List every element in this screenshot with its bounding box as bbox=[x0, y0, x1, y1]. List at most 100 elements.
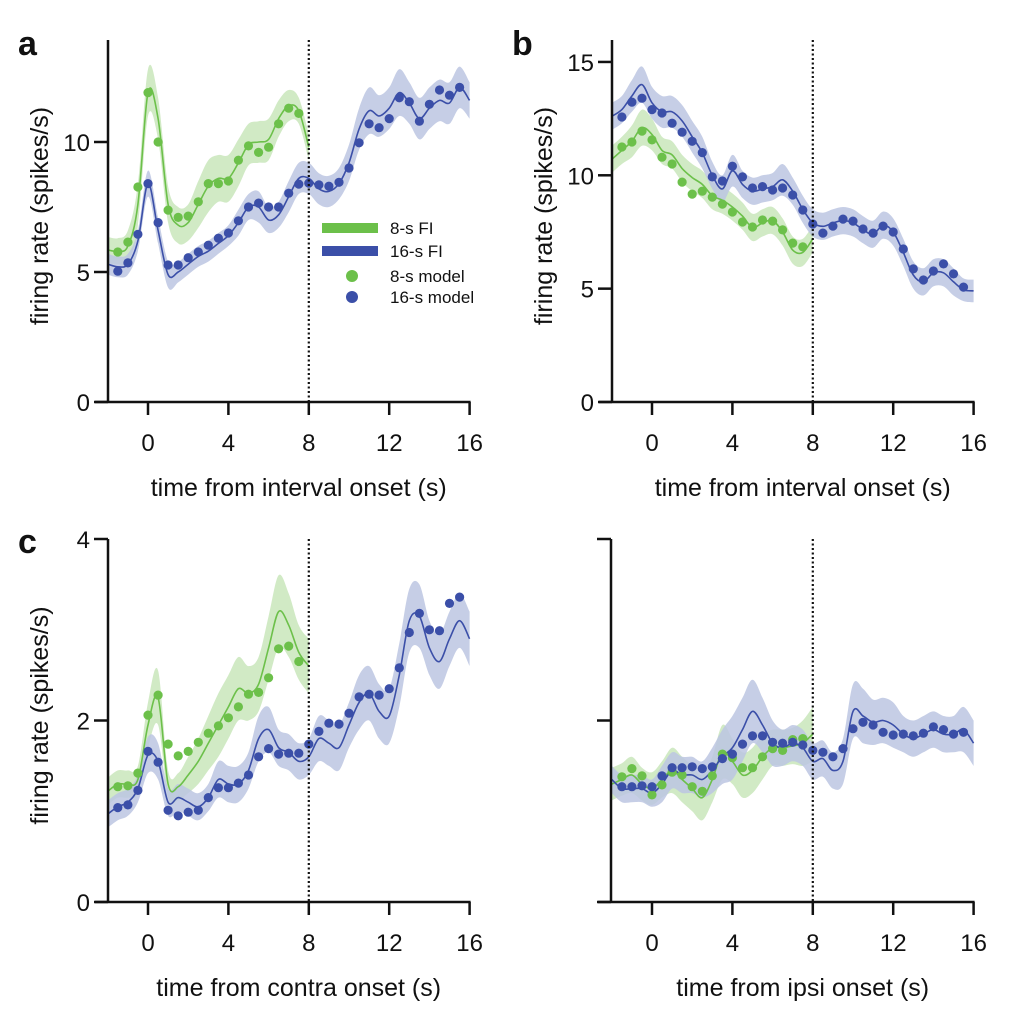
model-point bbox=[284, 188, 294, 198]
model-point bbox=[697, 186, 707, 196]
model-point bbox=[284, 103, 294, 113]
model-point bbox=[354, 692, 364, 702]
model-point bbox=[455, 82, 465, 92]
model-point bbox=[123, 237, 133, 247]
model-point bbox=[707, 192, 717, 202]
model-point bbox=[163, 205, 173, 215]
legend-dot bbox=[346, 270, 358, 282]
model-point bbox=[617, 772, 627, 782]
y-tick-label: 10 bbox=[63, 130, 90, 157]
model-point bbox=[203, 179, 213, 189]
model-point bbox=[274, 749, 284, 759]
model-point bbox=[617, 142, 627, 152]
model-point bbox=[808, 219, 818, 229]
model-point bbox=[657, 108, 667, 118]
model-point bbox=[727, 161, 738, 171]
model-point bbox=[737, 763, 748, 773]
y-tick-label: 0 bbox=[77, 890, 90, 917]
model-point bbox=[193, 197, 203, 207]
model-point bbox=[768, 737, 778, 747]
model-point bbox=[304, 739, 314, 749]
x-tick-label: 16 bbox=[960, 430, 987, 457]
model-point bbox=[707, 762, 717, 772]
y-tick-label: 0 bbox=[77, 390, 90, 417]
model-point bbox=[133, 229, 143, 239]
panel-d: 0 4 8 12 16 time from ipsi onset (s) bbox=[597, 537, 987, 1002]
model-point bbox=[364, 689, 374, 699]
model-point bbox=[677, 763, 687, 773]
model-point bbox=[173, 751, 183, 761]
model-point bbox=[414, 116, 424, 126]
model-point bbox=[384, 114, 394, 124]
model-point bbox=[707, 172, 717, 182]
model-point bbox=[193, 805, 203, 815]
panel-b: 0 5 10 15 0 4 8 12 16 time from interval onset (s… bbox=[512, 25, 987, 502]
model-point bbox=[737, 217, 748, 227]
model-point bbox=[294, 748, 304, 758]
model-point bbox=[243, 202, 254, 212]
model-point bbox=[173, 811, 183, 821]
model-point bbox=[727, 207, 738, 217]
model-point bbox=[143, 88, 153, 98]
x-axis-label: time from interval onset (s) bbox=[655, 474, 951, 502]
legend-swatch bbox=[322, 223, 378, 233]
y-tick-label: 5 bbox=[77, 260, 90, 287]
model-point bbox=[254, 147, 264, 157]
model-point bbox=[687, 136, 697, 146]
model-point bbox=[153, 218, 163, 228]
x-tick-label: 16 bbox=[456, 930, 483, 957]
model-point bbox=[163, 260, 173, 270]
x-tick-label: 12 bbox=[376, 930, 403, 957]
model-point bbox=[747, 763, 758, 773]
model-point bbox=[948, 729, 959, 739]
model-point bbox=[284, 748, 294, 758]
y-tick-label: 5 bbox=[581, 277, 594, 304]
model-point bbox=[123, 800, 133, 810]
model-point bbox=[687, 762, 697, 772]
x-tick-label: 16 bbox=[456, 430, 483, 457]
x-tick-label: 12 bbox=[880, 430, 907, 457]
y-tick-label: 4 bbox=[77, 527, 90, 554]
line-8-s-fi bbox=[107, 87, 310, 253]
model-point bbox=[384, 684, 394, 694]
model-point bbox=[143, 746, 153, 757]
panel-letter: c bbox=[18, 523, 37, 561]
model-point bbox=[213, 721, 223, 731]
model-point bbox=[858, 224, 868, 234]
model-point bbox=[938, 725, 949, 735]
model-point bbox=[717, 176, 728, 186]
model-point bbox=[798, 205, 808, 215]
model-point bbox=[928, 722, 939, 732]
model-point bbox=[203, 728, 213, 738]
model-point bbox=[958, 282, 969, 292]
model-point bbox=[213, 233, 223, 243]
model-point bbox=[183, 807, 193, 817]
line-8-s-fi bbox=[107, 610, 310, 793]
model-point bbox=[838, 744, 848, 754]
model-point bbox=[798, 734, 808, 744]
model-point bbox=[183, 746, 193, 757]
model-point bbox=[233, 216, 243, 226]
model-point bbox=[133, 182, 143, 192]
model-point bbox=[254, 752, 264, 762]
x-tick-label: 0 bbox=[645, 430, 658, 457]
model-point bbox=[768, 744, 778, 754]
model-point bbox=[747, 222, 758, 232]
model-point bbox=[374, 690, 384, 700]
model-point bbox=[113, 782, 123, 792]
model-point bbox=[243, 689, 254, 699]
model-point bbox=[213, 783, 223, 793]
model-point bbox=[274, 119, 284, 129]
model-point bbox=[183, 211, 193, 221]
model-point bbox=[798, 242, 808, 252]
model-point bbox=[848, 724, 858, 734]
model-point bbox=[647, 105, 657, 115]
model-point bbox=[757, 752, 768, 762]
model-point bbox=[737, 172, 748, 182]
model-point bbox=[687, 189, 697, 199]
model-point bbox=[677, 127, 687, 137]
model-point bbox=[264, 142, 274, 152]
model-point bbox=[627, 782, 637, 792]
model-point bbox=[818, 747, 828, 757]
